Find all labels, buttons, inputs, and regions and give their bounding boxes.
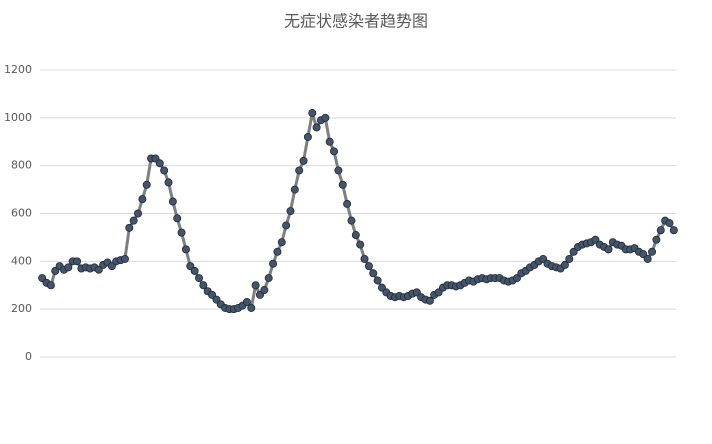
y-tick-label: 1200: [4, 63, 32, 76]
data-point: [73, 257, 82, 266]
data-point: [177, 228, 186, 237]
y-tick-label: 200: [11, 302, 32, 315]
data-point: [273, 247, 282, 256]
data-point: [669, 226, 678, 235]
data-point: [168, 197, 177, 206]
data-point: [351, 231, 360, 240]
data-point: [303, 132, 312, 141]
data-point: [290, 185, 299, 194]
data-point: [347, 216, 356, 225]
data-point: [264, 274, 273, 283]
data-point: [155, 159, 164, 168]
data-point: [330, 147, 339, 156]
data-point: [373, 276, 382, 285]
data-point: [260, 286, 269, 295]
y-tick-label: 0: [25, 350, 32, 363]
chart-title: 无症状感染者趋势图: [284, 12, 428, 31]
y-tick-label: 1000: [4, 111, 32, 124]
data-point: [142, 180, 151, 189]
data-point: [46, 281, 55, 290]
data-point: [343, 199, 352, 208]
data-point: [160, 166, 169, 175]
data-point: [425, 296, 434, 305]
data-point: [134, 209, 143, 218]
data-point: [565, 254, 574, 263]
data-point: [648, 247, 657, 256]
data-point: [312, 123, 321, 132]
data-point: [356, 240, 365, 249]
data-point: [190, 266, 199, 275]
data-point: [656, 226, 665, 235]
y-tick-label: 800: [11, 159, 32, 172]
data-point: [560, 260, 569, 269]
data-point: [665, 219, 674, 228]
data-point: [364, 262, 373, 271]
data-point: [295, 166, 304, 175]
data-point: [173, 214, 182, 223]
data-point: [282, 221, 291, 230]
data-point: [299, 156, 308, 165]
data-point: [247, 303, 256, 312]
data-point: [321, 113, 330, 122]
data-point: [604, 245, 613, 254]
data-point: [277, 238, 286, 247]
data-point: [181, 245, 190, 254]
data-point: [251, 281, 260, 290]
data-point: [308, 109, 317, 118]
data-point: [360, 254, 369, 263]
data-point: [325, 137, 334, 146]
data-point: [194, 274, 203, 283]
data-point: [286, 207, 295, 216]
data-point: [125, 223, 134, 232]
data-point: [643, 254, 652, 263]
data-point: [242, 297, 251, 306]
data-point: [129, 216, 138, 225]
y-tick-label: 400: [11, 254, 32, 267]
data-point: [269, 259, 278, 268]
data-point: [120, 254, 129, 263]
data-point: [652, 235, 661, 244]
data-point: [338, 180, 347, 189]
data-point: [64, 263, 73, 272]
data-point: [199, 281, 208, 290]
data-point: [334, 166, 343, 175]
y-tick-label: 600: [11, 207, 32, 220]
data-point: [369, 269, 378, 278]
data-point: [138, 195, 147, 204]
data-point: [164, 178, 173, 187]
